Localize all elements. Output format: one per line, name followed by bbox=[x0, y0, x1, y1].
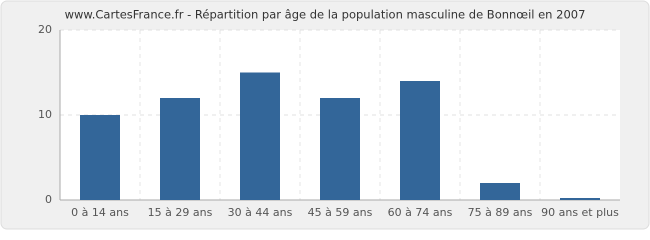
bar bbox=[400, 81, 440, 200]
x-tick-label: 30 à 44 ans bbox=[228, 206, 293, 219]
y-tick-label: 20 bbox=[38, 23, 52, 36]
bar bbox=[480, 183, 520, 200]
x-tick-label: 60 à 74 ans bbox=[388, 206, 453, 219]
x-tick-label: 0 à 14 ans bbox=[71, 206, 129, 219]
x-tick-label: 90 ans et plus bbox=[541, 206, 619, 219]
chart-title: www.CartesFrance.fr - Répartition par âg… bbox=[65, 8, 586, 22]
x-tick-label: 15 à 29 ans bbox=[148, 206, 213, 219]
bar bbox=[560, 198, 600, 200]
bar bbox=[240, 72, 280, 200]
bar bbox=[80, 115, 120, 200]
y-tick-label: 10 bbox=[38, 108, 52, 121]
y-tick-label: 0 bbox=[45, 193, 52, 206]
x-tick-label: 45 à 59 ans bbox=[308, 206, 373, 219]
bar bbox=[160, 98, 200, 200]
bar bbox=[320, 98, 360, 200]
x-tick-label: 75 à 89 ans bbox=[468, 206, 533, 219]
chart: www.CartesFrance.fr - Répartition par âg… bbox=[0, 0, 650, 230]
